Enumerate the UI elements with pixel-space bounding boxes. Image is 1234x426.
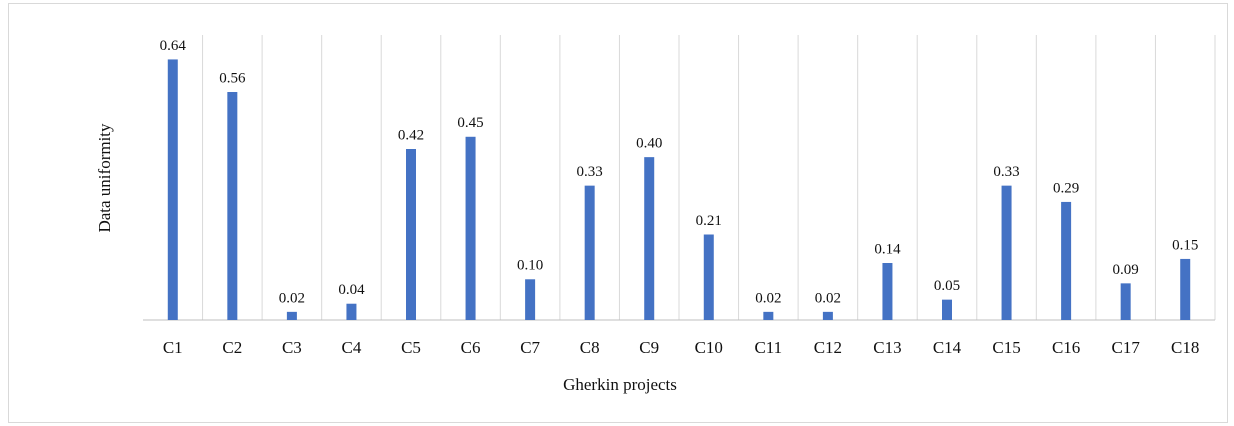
value-label: 0.15 — [1172, 237, 1198, 253]
chart-border — [8, 3, 1228, 423]
x-tick-label: C5 — [401, 338, 421, 357]
x-tick-label: C13 — [873, 338, 901, 357]
bar — [346, 303, 357, 320]
x-tick-label: C1 — [163, 338, 183, 357]
value-label: 0.02 — [755, 290, 781, 306]
bar — [822, 311, 833, 320]
bar — [286, 311, 297, 320]
value-label: 0.33 — [577, 164, 603, 180]
x-tick-label: C17 — [1111, 338, 1140, 357]
bar — [703, 234, 714, 320]
x-tick-label: C7 — [520, 338, 540, 357]
bar — [644, 157, 655, 320]
x-tick-label: C8 — [580, 338, 600, 357]
bar — [1180, 258, 1191, 320]
bar — [942, 299, 952, 320]
x-tick-label: C16 — [1052, 338, 1080, 357]
value-label: 0.29 — [1053, 180, 1079, 196]
x-tick-label: C6 — [461, 338, 481, 357]
value-label: 0.45 — [457, 115, 483, 131]
value-label: 0.04 — [338, 282, 365, 298]
x-tick-label: C14 — [933, 338, 962, 357]
x-tick-label: C9 — [639, 338, 659, 357]
bar — [763, 311, 774, 320]
value-label: 0.33 — [993, 164, 1019, 180]
value-label: 0.42 — [398, 127, 424, 143]
value-label: 0.21 — [696, 213, 722, 229]
x-tick-label: C11 — [754, 338, 782, 357]
bar — [167, 59, 178, 321]
x-tick-label: C18 — [1171, 338, 1199, 357]
x-tick-label: C3 — [282, 338, 302, 357]
value-label: 0.05 — [934, 278, 960, 294]
bar — [406, 149, 416, 320]
value-label: 0.40 — [636, 136, 662, 152]
x-tick-label: C4 — [342, 338, 362, 357]
value-label: 0.10 — [517, 258, 543, 274]
bar — [1001, 185, 1012, 320]
bar — [584, 185, 595, 320]
bar — [227, 92, 238, 320]
x-tick-label: C2 — [222, 338, 242, 357]
value-label: 0.09 — [1113, 262, 1139, 278]
bar — [882, 263, 893, 320]
x-tick-label: C10 — [695, 338, 723, 357]
bar — [1120, 283, 1131, 320]
bar — [525, 279, 536, 320]
value-label: 0.64 — [160, 38, 187, 54]
value-label: 0.56 — [219, 70, 246, 86]
value-label: 0.02 — [815, 290, 841, 306]
y-axis-title: Data uniformity — [95, 123, 114, 233]
x-axis-title: Gherkin projects — [563, 375, 677, 394]
x-tick-label: C12 — [814, 338, 842, 357]
bar — [465, 136, 476, 320]
bar — [1061, 201, 1072, 320]
value-label: 0.14 — [874, 241, 901, 257]
value-label: 0.02 — [279, 290, 305, 306]
x-tick-label: C15 — [992, 338, 1020, 357]
